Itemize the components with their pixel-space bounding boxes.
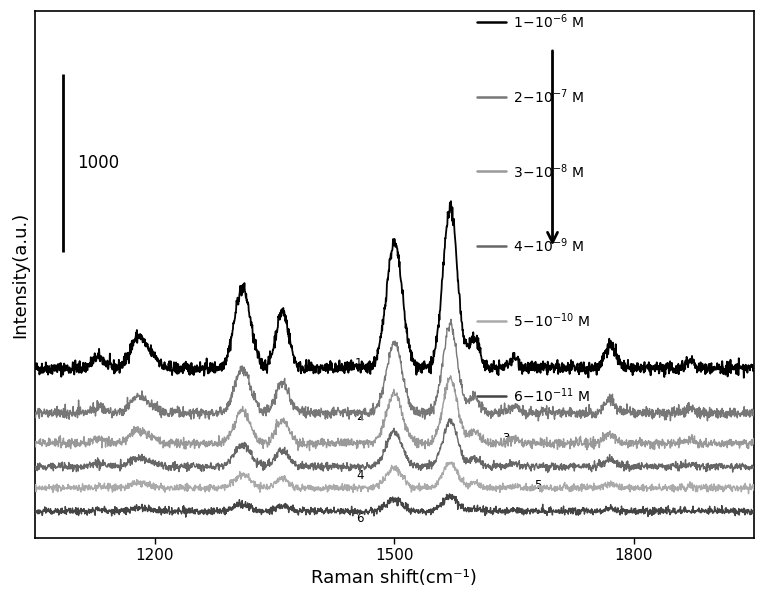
Text: $2\!-\!10^{-7}$ M: $2\!-\!10^{-7}$ M (513, 87, 584, 106)
Text: 6: 6 (356, 512, 363, 525)
Text: 1: 1 (354, 357, 362, 370)
Y-axis label: Intensity(a.u.): Intensity(a.u.) (11, 212, 29, 338)
Text: $5\!-\!10^{-10}$ M: $5\!-\!10^{-10}$ M (513, 312, 590, 330)
Text: $4\!-\!10^{-9}$ M: $4\!-\!10^{-9}$ M (513, 237, 584, 255)
Text: 3: 3 (503, 432, 509, 446)
X-axis label: Raman shift(cm⁻¹): Raman shift(cm⁻¹) (311, 569, 477, 587)
Text: $6\!-\!10^{-11}$ M: $6\!-\!10^{-11}$ M (513, 386, 590, 405)
Text: 1000: 1000 (77, 154, 119, 172)
Text: 2: 2 (356, 410, 363, 423)
Text: $3\!-\!10^{-8}$ M: $3\!-\!10^{-8}$ M (513, 162, 584, 181)
Text: $1\!-\!10^{-6}$ M: $1\!-\!10^{-6}$ M (513, 13, 584, 31)
Text: 4: 4 (356, 469, 363, 482)
Text: 5: 5 (535, 478, 542, 492)
